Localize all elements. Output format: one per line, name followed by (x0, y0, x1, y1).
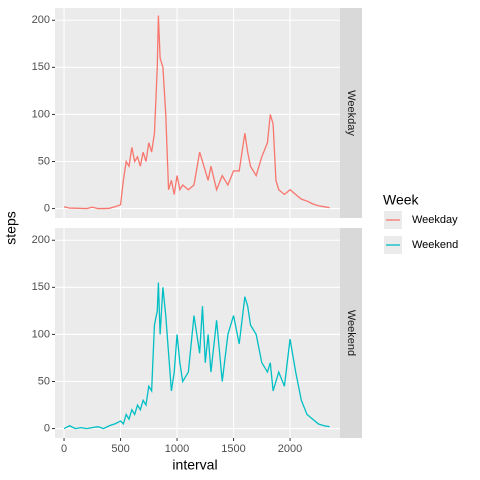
x-tick-label: 1000 (165, 443, 189, 455)
strip-label: Weekday (345, 90, 357, 136)
strip-label: Weekend (345, 310, 357, 356)
y-tick-label: 0 (44, 202, 50, 214)
strip (340, 228, 362, 438)
y-axis-label: steps (3, 211, 19, 244)
y-tick-label: 100 (32, 108, 50, 120)
y-tick-label: 150 (32, 281, 50, 293)
x-axis-label: interval (172, 457, 217, 473)
strip (340, 8, 362, 218)
x-tick-label: 500 (111, 443, 129, 455)
legend-title: Week (383, 192, 420, 208)
line (63, 282, 330, 430)
y-tick-label: 50 (38, 375, 50, 387)
y-tick-label: 200 (32, 14, 50, 26)
legend-label: Weekend (412, 239, 458, 251)
x-tick-label: 0 (61, 443, 67, 455)
y-tick-label: 0 (44, 422, 50, 434)
y-tick-label: 50 (38, 155, 50, 167)
panel (55, 228, 340, 438)
x-tick-label: 2000 (278, 443, 302, 455)
panel (55, 8, 340, 218)
line (63, 15, 330, 210)
y-tick-label: 100 (32, 328, 50, 340)
x-tick-label: 1500 (221, 443, 245, 455)
y-tick-label: 150 (32, 61, 50, 73)
y-tick-label: 200 (32, 234, 50, 246)
legend-label: Weekday (412, 214, 458, 226)
